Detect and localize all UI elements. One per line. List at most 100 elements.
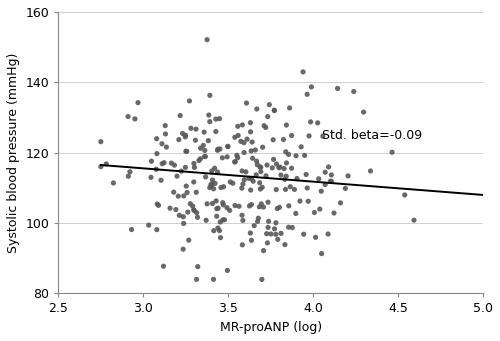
Point <box>214 169 222 175</box>
Point <box>263 162 271 168</box>
Point <box>97 139 105 144</box>
Point <box>231 203 239 208</box>
Point <box>249 178 257 184</box>
Point <box>196 146 204 151</box>
Point <box>174 193 182 199</box>
Point <box>208 182 216 187</box>
Point <box>264 114 272 119</box>
Point <box>272 220 280 225</box>
Point <box>242 100 250 106</box>
Point <box>214 225 222 231</box>
Point <box>212 213 220 219</box>
Point <box>131 116 139 122</box>
Point <box>256 164 264 169</box>
Text: Std. beta=-0.09: Std. beta=-0.09 <box>322 129 422 142</box>
Point <box>270 107 278 113</box>
Point <box>180 193 188 199</box>
Point <box>175 137 183 142</box>
Point <box>330 210 338 216</box>
Point <box>205 112 213 118</box>
Point <box>218 155 226 161</box>
Point <box>234 123 242 129</box>
Point <box>282 174 290 179</box>
Point <box>248 176 256 181</box>
Point <box>178 131 186 136</box>
Point <box>282 187 290 192</box>
Point <box>258 277 266 282</box>
Point <box>264 240 272 246</box>
Point <box>200 143 207 148</box>
Point <box>303 92 311 97</box>
Point <box>310 210 318 215</box>
Point <box>147 175 155 180</box>
Point <box>264 219 272 224</box>
Point <box>242 169 250 175</box>
Point <box>288 165 296 171</box>
Point <box>208 201 216 206</box>
Point <box>195 158 203 163</box>
Point <box>328 179 336 184</box>
Point <box>180 214 188 220</box>
Point <box>258 145 266 150</box>
Point <box>270 108 278 113</box>
Point <box>190 179 198 185</box>
Point <box>190 208 198 213</box>
Point <box>182 149 190 154</box>
Point <box>187 125 195 131</box>
Point <box>264 199 272 205</box>
Point <box>282 122 290 128</box>
Point <box>178 168 186 174</box>
Point <box>288 225 296 230</box>
Point <box>190 165 198 170</box>
Point <box>297 144 305 150</box>
Point <box>257 169 265 174</box>
Point <box>216 146 224 152</box>
Point <box>252 159 260 164</box>
Point <box>306 119 314 124</box>
Point <box>224 144 232 149</box>
Point <box>207 182 215 187</box>
Point <box>274 237 281 242</box>
Point <box>243 136 251 142</box>
Point <box>210 165 218 171</box>
Point <box>410 218 418 223</box>
Point <box>186 98 194 104</box>
Point <box>300 232 308 237</box>
Point <box>286 105 294 111</box>
Point <box>196 156 204 162</box>
Point <box>223 154 231 160</box>
Point <box>276 164 284 170</box>
Point <box>211 181 219 186</box>
Point <box>216 228 224 233</box>
Point <box>248 202 256 207</box>
Point <box>134 100 142 105</box>
Point <box>281 242 289 247</box>
Point <box>176 212 184 218</box>
Point <box>194 214 202 220</box>
Point <box>232 159 239 164</box>
Point <box>234 155 241 161</box>
Point <box>388 149 396 155</box>
Point <box>214 205 222 211</box>
Point <box>321 169 329 175</box>
Point <box>153 151 161 156</box>
Point <box>312 235 320 240</box>
Point <box>148 159 156 164</box>
Point <box>277 172 285 178</box>
Point <box>124 114 132 119</box>
Point <box>240 140 248 146</box>
Point <box>166 205 174 211</box>
Point <box>226 179 234 185</box>
Point <box>328 172 336 178</box>
Point <box>302 172 310 177</box>
Point <box>254 219 262 224</box>
Point <box>202 218 210 223</box>
Point <box>144 222 152 228</box>
Point <box>224 268 232 273</box>
X-axis label: MR-proANP (log): MR-proANP (log) <box>220 321 322 334</box>
Point <box>234 133 242 138</box>
Point <box>216 235 224 240</box>
Point <box>110 180 118 186</box>
Point <box>272 232 280 237</box>
Point <box>223 205 231 210</box>
